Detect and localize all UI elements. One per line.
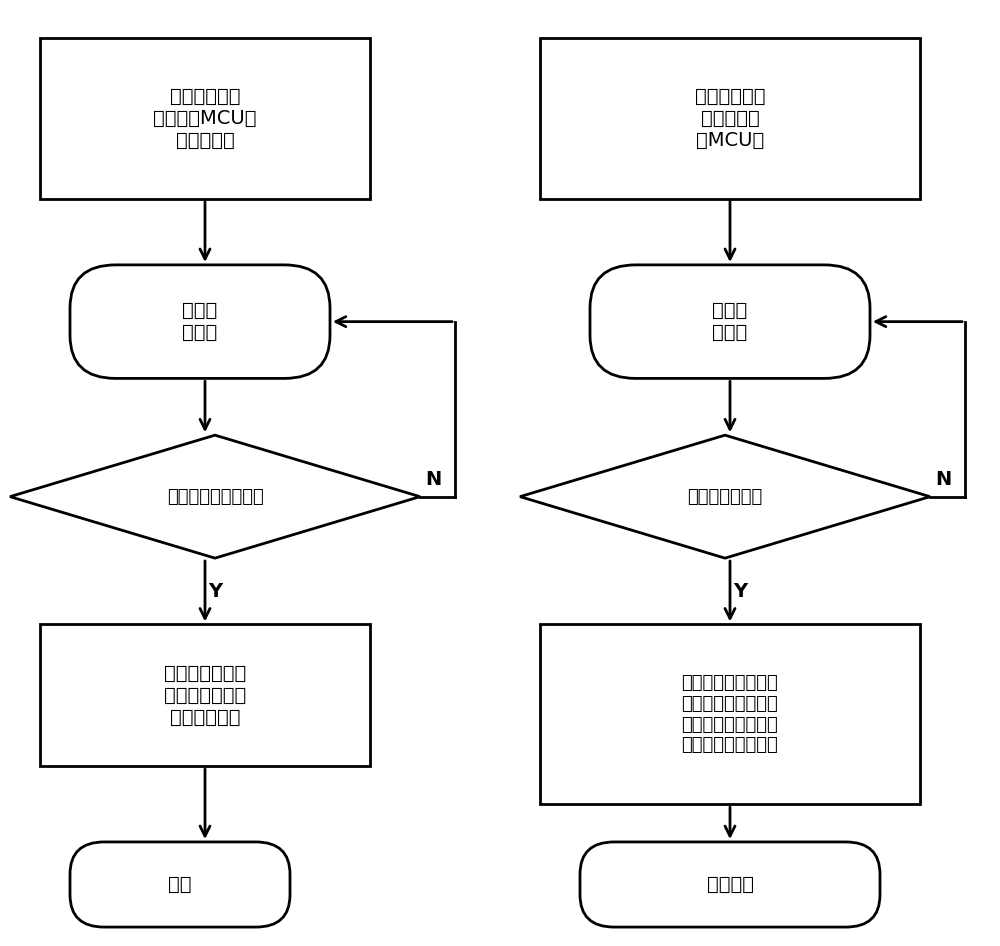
Text: 进入外部中断响应程
序，根据脉冲传输延
时修正自身三角波计
数值并置同步状态位: 进入外部中断响应程 序，根据脉冲传输延 时修正自身三角波计 数值并置同步状态位 <box>682 674 778 754</box>
FancyBboxPatch shape <box>580 842 880 927</box>
FancyBboxPatch shape <box>70 842 290 927</box>
Text: 三角波计数零点到？: 三角波计数零点到？ <box>167 487 263 506</box>
Polygon shape <box>520 435 930 558</box>
Text: 结束: 结束 <box>168 875 192 894</box>
FancyBboxPatch shape <box>40 624 370 766</box>
Text: 上控制
电开始: 上控制 电开始 <box>712 301 748 342</box>
Polygon shape <box>10 435 420 558</box>
Text: 其它逆变器嵌
入式控制器
（MCU）: 其它逆变器嵌 入式控制器 （MCU） <box>695 87 765 149</box>
FancyBboxPatch shape <box>70 265 330 378</box>
Text: N: N <box>935 470 951 489</box>
Text: 收到同步脉冲？: 收到同步脉冲？ <box>687 487 763 506</box>
Text: N: N <box>425 470 441 489</box>
FancyBboxPatch shape <box>540 38 920 199</box>
Text: 返回结束: 返回结束 <box>706 875 754 894</box>
Text: Y: Y <box>208 582 222 601</box>
FancyBboxPatch shape <box>590 265 870 378</box>
Text: 以一台嵌入式
控制器（MCU）
作为同步源: 以一台嵌入式 控制器（MCU） 作为同步源 <box>153 87 257 149</box>
FancyBboxPatch shape <box>40 38 370 199</box>
FancyBboxPatch shape <box>540 624 920 804</box>
Text: Y: Y <box>733 582 747 601</box>
Text: 由输出端口向其
它逆变器控制器
发出同步脉冲: 由输出端口向其 它逆变器控制器 发出同步脉冲 <box>164 664 246 727</box>
Text: 上控制
电开始: 上控制 电开始 <box>182 301 218 342</box>
